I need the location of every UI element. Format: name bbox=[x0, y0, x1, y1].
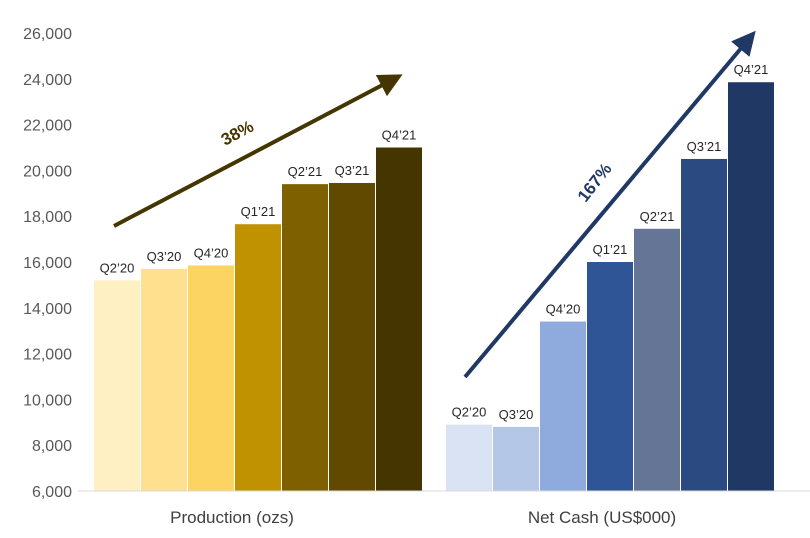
y-axis: 6,000 8,000 10,000 12,000 14,000 16,000 18,000… bbox=[23, 26, 72, 501]
bar bbox=[94, 280, 140, 491]
y-tick-label: 12,000 bbox=[23, 347, 72, 364]
y-tick-label: 20,000 bbox=[23, 163, 72, 180]
y-tick-label: 8,000 bbox=[32, 438, 72, 455]
group-label-production: Production (ozs) bbox=[170, 508, 294, 527]
bar-label: Q2’21 bbox=[640, 209, 675, 224]
y-tick-label: 10,000 bbox=[23, 392, 72, 409]
bar bbox=[329, 182, 375, 491]
bar-label: Q3’20 bbox=[147, 249, 182, 264]
bar-label: Q3’21 bbox=[335, 163, 370, 178]
bar-label: Q2’20 bbox=[452, 405, 487, 420]
y-tick-label: 18,000 bbox=[23, 209, 72, 226]
bars: Q2’20 Q3’20 Q4’20 Q1’21 Q2’21 Q3’21 Q4’21 Q2’20… bbox=[94, 62, 774, 492]
bar-label: Q4’20 bbox=[546, 302, 581, 317]
bar-label: Q2’21 bbox=[288, 164, 323, 179]
bar-label: Q4’21 bbox=[382, 128, 417, 143]
growth-arrow bbox=[113, 74, 403, 228]
bar-label: Q4’21 bbox=[734, 62, 769, 77]
bar-label: Q1’21 bbox=[593, 242, 628, 257]
bar bbox=[141, 268, 187, 491]
y-tick-label: 22,000 bbox=[23, 118, 72, 135]
growth-arrow bbox=[463, 30, 756, 379]
bar bbox=[446, 424, 492, 491]
bar bbox=[493, 426, 539, 491]
y-tick-label: 14,000 bbox=[23, 301, 72, 318]
bar-label: Q4’20 bbox=[194, 245, 229, 260]
bar bbox=[282, 184, 328, 491]
bar bbox=[376, 147, 422, 491]
bar bbox=[587, 262, 633, 491]
bar-label: Q2’20 bbox=[100, 260, 135, 275]
bar-label: Q1’21 bbox=[241, 204, 276, 219]
y-tick-label: 24,000 bbox=[23, 72, 72, 89]
bar bbox=[235, 224, 281, 491]
bar bbox=[188, 265, 234, 491]
bar bbox=[681, 158, 727, 491]
bar-label: Q3’20 bbox=[499, 407, 534, 422]
growth-label: 167% bbox=[574, 160, 616, 206]
y-tick-label: 6,000 bbox=[32, 484, 72, 501]
bar bbox=[728, 82, 774, 492]
y-tick-label: 16,000 bbox=[23, 255, 72, 272]
growth-label: 38% bbox=[218, 117, 257, 150]
bar-label: Q3’21 bbox=[687, 139, 722, 154]
bar bbox=[540, 321, 586, 491]
y-tick-label: 26,000 bbox=[23, 26, 72, 43]
bar bbox=[634, 228, 680, 492]
group-label-net-cash: Net Cash (US$000) bbox=[528, 508, 676, 527]
